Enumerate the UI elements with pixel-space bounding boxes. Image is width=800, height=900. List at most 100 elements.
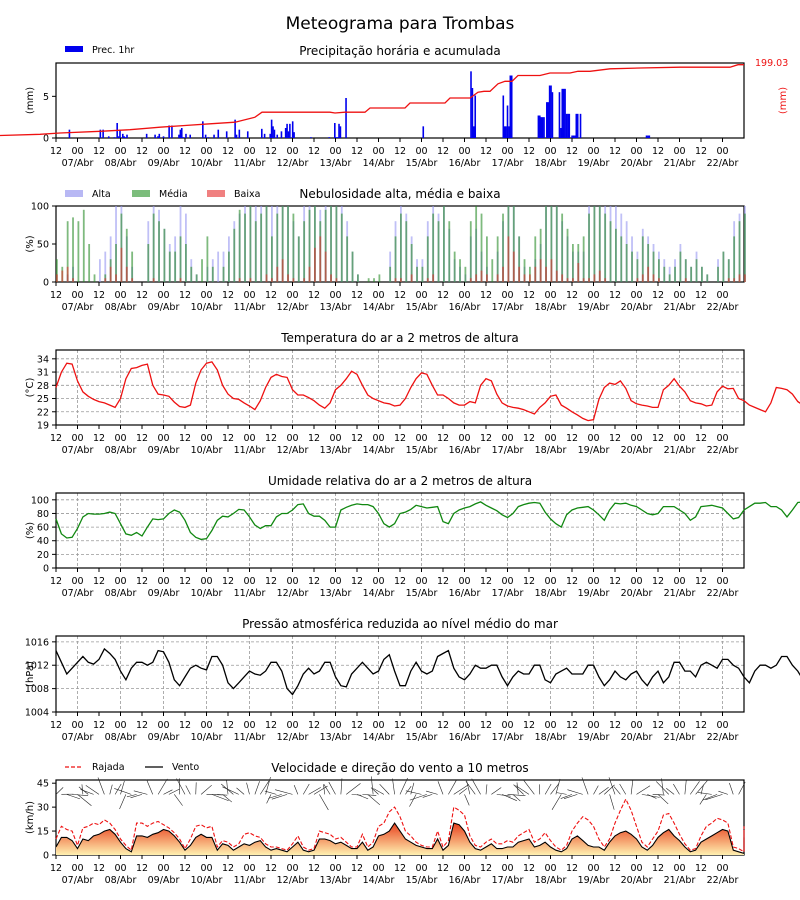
x-tick-label: 00 bbox=[200, 576, 212, 587]
cloud-bar-baixa bbox=[518, 266, 521, 282]
panel-title: Velocidade e direção do vento a 10 metro… bbox=[271, 761, 528, 775]
x-date-label: 11/Abr bbox=[234, 875, 266, 886]
x-tick-label: 00 bbox=[114, 576, 126, 587]
cloud-bar-media bbox=[211, 266, 214, 282]
y-tick-label: 45 bbox=[37, 779, 49, 790]
wind-direction-arrow bbox=[264, 790, 277, 795]
precip-bar bbox=[113, 137, 116, 138]
wind-direction-arrow bbox=[458, 788, 468, 795]
wind-direction-arrow bbox=[176, 778, 186, 795]
y-tick-label: 5 bbox=[43, 92, 49, 103]
cloud-bar-baixa bbox=[582, 278, 585, 282]
x-date-label: 17/Abr bbox=[492, 445, 524, 456]
cloud-bar-media bbox=[674, 266, 676, 282]
precip-bar bbox=[124, 137, 127, 138]
precip-bar bbox=[540, 117, 543, 138]
cloud-bar-media bbox=[523, 259, 526, 282]
cloud-bar-media bbox=[609, 221, 612, 282]
x-date-label: 16/Abr bbox=[449, 302, 481, 313]
x-tick-label: 00 bbox=[243, 146, 255, 157]
cloud-bar-media bbox=[727, 259, 730, 282]
x-tick-label: 00 bbox=[501, 146, 513, 157]
panel-humidity: Umidade relativa do ar a 2 metros de alt… bbox=[25, 474, 800, 599]
x-tick-label: 00 bbox=[415, 146, 427, 157]
wind-direction-arrow bbox=[448, 780, 457, 795]
cloud-bar-baixa bbox=[238, 278, 241, 282]
x-tick-label: 00 bbox=[501, 720, 513, 731]
wind-direction-arrow bbox=[217, 794, 228, 796]
y-tick-label: 50 bbox=[37, 240, 49, 251]
wind-direction-arrow bbox=[647, 794, 657, 799]
precip-bar bbox=[562, 88, 565, 138]
x-date-label: 12/Abr bbox=[277, 302, 309, 313]
precip-bar bbox=[179, 129, 182, 138]
wind-direction-arrow bbox=[491, 787, 502, 795]
x-date-label: 14/Abr bbox=[363, 158, 395, 169]
cloud-bar-media bbox=[641, 236, 644, 282]
x-date-label: 07/Abr bbox=[62, 588, 94, 599]
wind-direction-arrow bbox=[236, 787, 245, 795]
x-tick-label: 00 bbox=[71, 146, 83, 157]
x-date-label: 21/Abr bbox=[664, 445, 696, 456]
cloud-bar-media bbox=[314, 206, 316, 282]
x-tick-label: 12 bbox=[179, 146, 191, 157]
precip-bar bbox=[328, 137, 330, 138]
x-tick-label: 00 bbox=[458, 576, 470, 587]
precip-bar bbox=[204, 134, 207, 138]
x-date-label: 20/Abr bbox=[621, 588, 653, 599]
wind-direction-arrow bbox=[174, 794, 183, 806]
wind-direction-arrow bbox=[702, 794, 718, 801]
x-tick-label: 12 bbox=[222, 720, 234, 731]
x-date-label: 08/Abr bbox=[105, 302, 137, 313]
precip-bar bbox=[506, 105, 509, 138]
x-tick-label: 12 bbox=[50, 433, 62, 444]
wind-direction-arrow bbox=[379, 783, 390, 795]
cloud-bar-media bbox=[400, 213, 402, 282]
x-date-label: 17/Abr bbox=[492, 588, 524, 599]
x-tick-label: 12 bbox=[394, 433, 406, 444]
cloud-bar-baixa bbox=[308, 266, 311, 282]
cloud-bar-media bbox=[620, 236, 623, 282]
x-tick-label: 12 bbox=[437, 576, 449, 587]
x-date-label: 21/Abr bbox=[664, 588, 696, 599]
x-tick-label: 12 bbox=[265, 720, 277, 731]
cloud-bar-baixa bbox=[502, 266, 504, 282]
x-date-label: 18/Abr bbox=[535, 445, 567, 456]
cloud-bar-media bbox=[561, 213, 564, 282]
x-tick-label: 12 bbox=[437, 433, 449, 444]
precip-bar bbox=[260, 128, 263, 138]
wind-direction-arrow bbox=[512, 794, 521, 802]
x-date-label: 13/Abr bbox=[320, 445, 352, 456]
x-tick-label: 12 bbox=[566, 863, 578, 874]
wind-direction-arrow bbox=[422, 794, 433, 798]
wind-direction-arrow bbox=[465, 781, 476, 795]
cloud-bar-media bbox=[206, 236, 209, 282]
x-tick-label: 12 bbox=[652, 576, 664, 587]
precip-bar bbox=[235, 134, 238, 138]
precip-bar bbox=[225, 131, 228, 138]
cloud-bar-baixa bbox=[330, 274, 332, 282]
x-date-label: 16/Abr bbox=[449, 732, 481, 743]
x-date-label: 17/Abr bbox=[492, 732, 524, 743]
cloud-bar-baixa bbox=[432, 274, 435, 282]
cloud-bar-media bbox=[271, 236, 273, 282]
precip-bar bbox=[537, 115, 540, 138]
x-tick-label: 12 bbox=[136, 576, 148, 587]
wind-direction-arrow bbox=[351, 794, 362, 796]
cloud-bar-media bbox=[679, 251, 682, 282]
x-date-label: 20/Abr bbox=[621, 445, 653, 456]
x-date-label: 13/Abr bbox=[320, 732, 352, 743]
x-tick-label: 12 bbox=[480, 290, 492, 301]
cloud-bar-baixa bbox=[684, 278, 687, 282]
cloud-bar-baixa bbox=[292, 278, 295, 282]
precip-bar bbox=[117, 136, 120, 138]
x-tick-label: 00 bbox=[415, 576, 427, 587]
cloud-bar-media bbox=[437, 221, 440, 282]
cloud-bar-baixa bbox=[271, 278, 273, 282]
cloud-bar-baixa bbox=[109, 266, 112, 282]
y-tick-label: 20 bbox=[37, 550, 49, 561]
cloud-bar-baixa bbox=[394, 278, 397, 282]
x-tick-label: 12 bbox=[222, 433, 234, 444]
precip-bar bbox=[157, 136, 159, 138]
panel-temp: Temperatura do ar a 2 metros de altura 19… bbox=[25, 331, 800, 456]
